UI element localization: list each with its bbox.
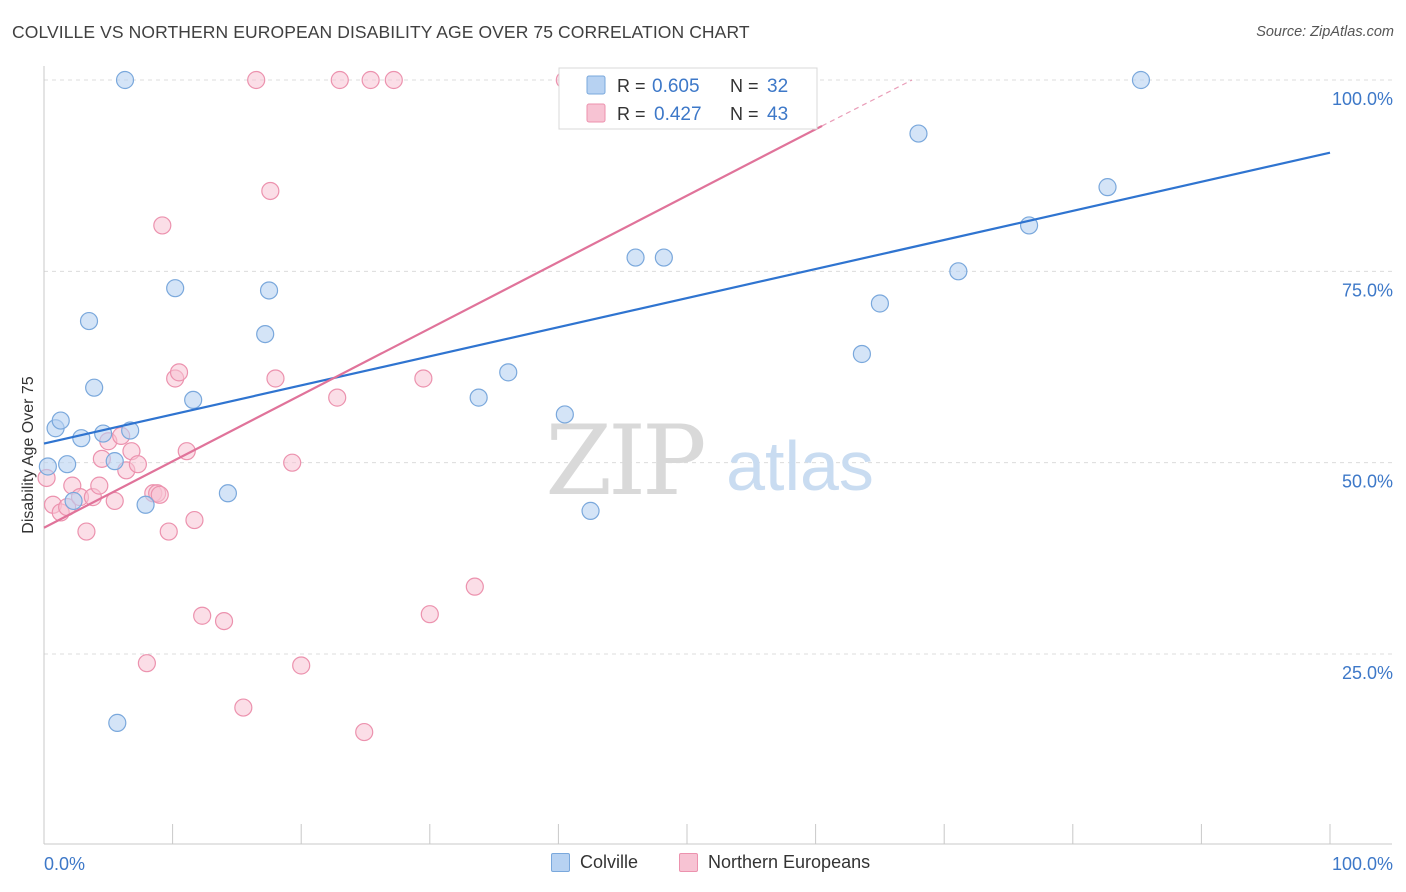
data-point-colville [115, 70, 135, 90]
legend-n-label-2: N = [730, 104, 759, 124]
data-point-northern-europeans [159, 522, 178, 541]
data-point-northern-europeans [128, 455, 147, 474]
data-point-colville [79, 311, 99, 331]
data-point-northern-europeans [330, 70, 349, 90]
data-point-northern-europeans [193, 606, 212, 625]
data-point-northern-europeans [266, 369, 285, 388]
data-point-northern-europeans [169, 363, 189, 382]
legend-r-label-2: R = [617, 104, 646, 124]
data-point-northern-europeans [414, 369, 433, 388]
data-point-northern-europeans [283, 453, 302, 472]
northern-europeans-points [37, 70, 574, 742]
data-point-northern-europeans [105, 491, 124, 511]
trendline-colville [43, 151, 1331, 445]
data-point-colville [218, 484, 237, 503]
data-point-colville [64, 491, 83, 511]
data-point-northern-europeans [355, 722, 374, 742]
trendline-northern-europeans [43, 124, 823, 529]
x-tick-label: 0.0% [44, 854, 85, 874]
correlation-legend: R = 0.605 N = 32 R = 0.427 N = 43 [558, 67, 818, 130]
legend-swatch-northern-europeans [586, 103, 606, 123]
legend-item-colville: Colville [551, 852, 638, 873]
data-point-colville [581, 501, 600, 520]
data-point-colville [1131, 70, 1151, 90]
data-point-northern-europeans [137, 654, 156, 673]
axes [43, 66, 1392, 845]
source-label: Source: ZipAtlas.com [1256, 24, 1394, 40]
trendlines [43, 79, 1331, 529]
legend-label-colville: Colville [580, 852, 639, 872]
watermark: ZIP atlas [545, 405, 874, 517]
data-point-northern-europeans [185, 510, 204, 530]
legend-r-value-1: 0.605 [652, 76, 700, 97]
data-point-northern-europeans [234, 698, 253, 717]
bottom-legend: Colville Northern Europeans [0, 852, 1406, 878]
data-point-colville [108, 713, 127, 732]
data-point-colville [555, 405, 574, 424]
watermark-zip: ZIP [545, 405, 704, 517]
y-tick-label: 25.0% [1342, 663, 1393, 683]
colville-points [38, 70, 1151, 732]
tick-labels: 25.0% 50.0% 75.0% 100.0% 0.0% 100.0% [44, 89, 1393, 874]
watermark-atlas: atlas [726, 427, 874, 505]
data-point-colville [166, 279, 185, 298]
y-tick-label: 50.0% [1342, 472, 1393, 492]
legend-swatch-northern-europeans [679, 853, 698, 872]
legend-swatch-colville [586, 75, 606, 95]
data-point-northern-europeans [261, 181, 280, 201]
data-point-colville [852, 344, 871, 364]
legend-label-northern-europeans: Northern Europeans [708, 852, 871, 872]
data-point-colville [499, 363, 518, 382]
data-point-colville [469, 388, 488, 407]
data-point-northern-europeans [150, 485, 169, 504]
y-tick-label: 75.0% [1342, 280, 1393, 300]
data-point-northern-europeans [247, 70, 266, 90]
data-point-colville [94, 424, 113, 443]
data-point-northern-europeans [153, 216, 172, 235]
legend-n-value-2: 43 [767, 104, 788, 125]
x-tick-label: 100.0% [1332, 854, 1393, 874]
trendline-northern-europeans-extension [821, 79, 913, 127]
data-point-northern-europeans [77, 522, 96, 541]
legend-r-value-2: 0.427 [654, 104, 702, 125]
data-point-colville [909, 124, 928, 143]
data-point-colville [136, 495, 155, 514]
data-point-colville [85, 378, 104, 397]
data-point-colville [58, 455, 77, 474]
legend-item-northern-europeans: Northern Europeans [679, 852, 870, 873]
data-point-colville [51, 411, 70, 430]
y-tick-label: 100.0% [1332, 89, 1393, 109]
data-point-colville [626, 248, 645, 267]
data-point-colville [105, 452, 124, 471]
data-point-colville [259, 281, 279, 300]
data-point-northern-europeans [420, 605, 439, 624]
data-point-northern-europeans [384, 70, 403, 90]
legend-r-label-1: R = [617, 76, 646, 96]
data-point-colville [870, 294, 890, 313]
data-point-northern-europeans [292, 656, 311, 675]
data-point-northern-europeans [465, 577, 484, 596]
data-point-northern-europeans [214, 611, 234, 631]
chart-title: COLVILLE VS NORTHERN EUROPEAN DISABILITY… [12, 22, 750, 42]
data-point-northern-europeans [328, 388, 347, 407]
data-point-colville [654, 248, 673, 267]
data-point-colville [38, 457, 57, 476]
data-point-colville [121, 421, 140, 440]
data-point-northern-europeans [90, 476, 109, 495]
legend-n-label-1: N = [730, 76, 759, 96]
legend-n-value-1: 32 [767, 76, 788, 97]
legend-swatch-colville [551, 853, 570, 872]
data-point-colville [1098, 178, 1117, 197]
data-point-northern-europeans [361, 70, 380, 90]
data-point-colville [949, 262, 968, 281]
data-point-colville [256, 324, 275, 344]
y-axis-label: Disability Age Over 75 [20, 376, 37, 534]
data-point-colville [184, 390, 203, 410]
grid-lines [44, 79, 1392, 655]
data-point-colville [72, 429, 91, 448]
